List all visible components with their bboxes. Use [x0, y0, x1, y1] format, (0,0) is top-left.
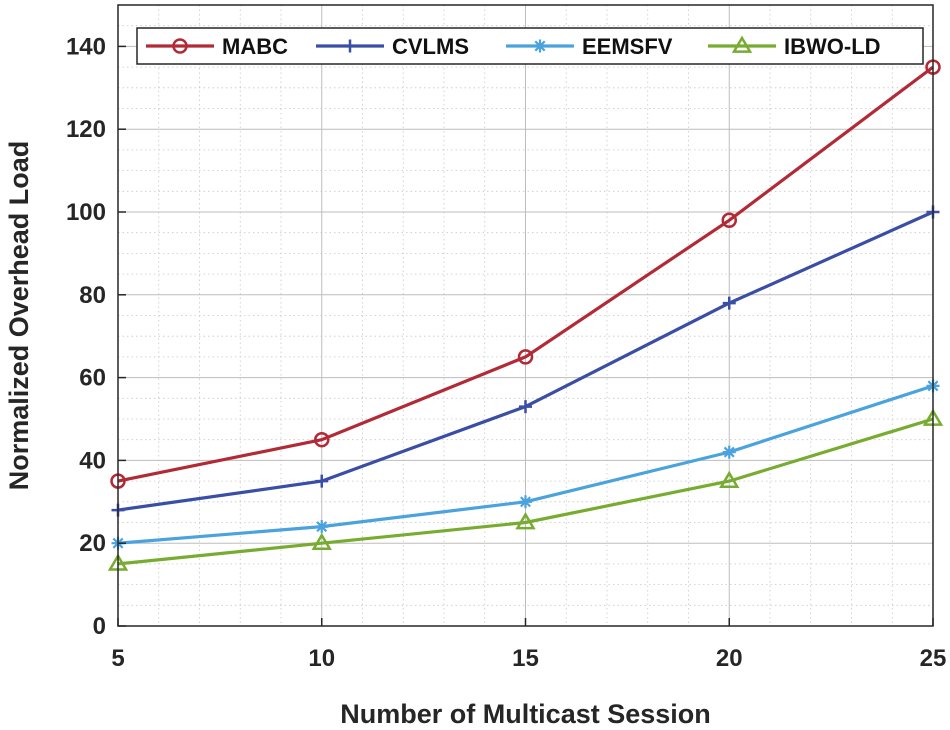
legend-label: MABC [222, 34, 288, 59]
x-tick-label: 25 [920, 645, 947, 672]
asterisk-marker [722, 445, 736, 459]
y-tick-label: 0 [93, 613, 106, 640]
y-tick-label: 60 [79, 365, 106, 392]
axis-ticks: 5 10 15 20 25 0 20 40 60 80 100 120 140 [66, 33, 946, 672]
asterisk-marker [519, 495, 532, 509]
series-layer [107, 59, 944, 571]
x-tick-label: 10 [308, 645, 335, 672]
y-tick-label: 40 [79, 447, 106, 474]
x-tick-label: 5 [111, 645, 124, 672]
plus-marker [722, 296, 736, 310]
minor-grid [118, 5, 933, 626]
y-tick-label: 20 [79, 530, 106, 557]
asterisk-marker [533, 39, 547, 53]
legend-entry-cvlms: CVLMS [316, 34, 469, 59]
asterisk-marker [315, 520, 329, 534]
legend-label: EEMSFV [582, 34, 673, 59]
y-tick-label: 80 [79, 282, 106, 309]
x-tick-label: 20 [716, 645, 743, 672]
triangle-marker [311, 532, 332, 551]
legend-label: IBWO-LD [784, 34, 881, 59]
x-tick-label: 15 [512, 645, 539, 672]
legend: MABC CVLMS EEMSFV IBWO-LD [136, 27, 924, 65]
y-tick-label: 100 [66, 199, 106, 226]
plus-marker [315, 474, 329, 488]
legend-label: CVLMS [392, 34, 469, 59]
circle-marker [172, 38, 188, 54]
triangle-marker [515, 512, 536, 530]
circle-marker [314, 431, 330, 448]
series-line [117, 417, 934, 566]
legend-entry-ibwo-ld: IBWO-LD [708, 34, 881, 59]
plus-marker [519, 400, 532, 414]
series-line [117, 65, 934, 483]
plus-marker [343, 39, 357, 53]
circle-marker [721, 212, 737, 229]
y-axis-title: Normalized Overhead Load [4, 141, 34, 491]
legend-entry-eemsfv: EEMSFV [506, 34, 673, 59]
circle-marker [517, 349, 534, 365]
x-axis-title: Number of Multicast Session [340, 699, 711, 729]
triangle-marker [731, 35, 753, 53]
legend-entry-mabc: MABC [146, 34, 288, 59]
y-tick-label: 120 [66, 116, 106, 143]
y-tick-label: 140 [66, 33, 106, 60]
triangle-marker [719, 470, 740, 488]
